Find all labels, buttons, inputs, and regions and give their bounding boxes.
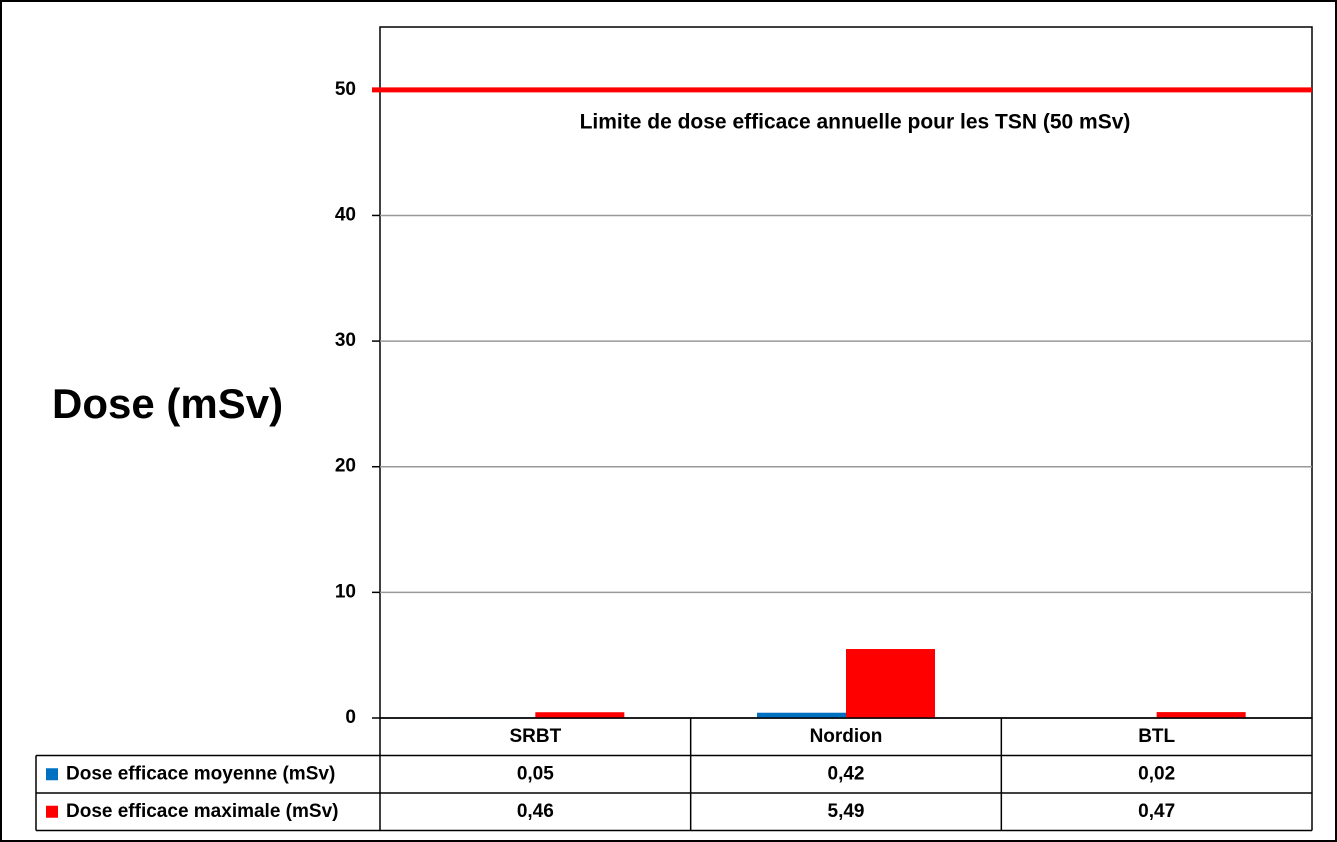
table-value: 0,42 xyxy=(828,763,865,784)
legend-label: Dose efficace maximale (mSv) xyxy=(66,801,338,822)
legend-swatch xyxy=(46,768,58,781)
x-tick-label: BTL xyxy=(1138,726,1175,747)
plot-area xyxy=(379,26,1313,719)
bar xyxy=(1156,712,1246,718)
y-tick-label: 0 xyxy=(345,707,356,728)
legend-swatch xyxy=(46,805,58,818)
y-axis-title: Dose (mSv) xyxy=(52,380,283,427)
table-value: 0,05 xyxy=(517,763,554,784)
y-tick-label: 20 xyxy=(335,456,356,477)
table-value: 0,47 xyxy=(1138,801,1175,822)
reference-label: Limite de dose efficace annuelle pour le… xyxy=(580,110,1131,133)
bar xyxy=(846,649,935,718)
table-value: 0,02 xyxy=(1138,763,1175,784)
bar xyxy=(757,712,846,718)
x-tick-label: SRBT xyxy=(509,726,561,747)
y-tick-label: 40 xyxy=(335,204,356,225)
x-tick-label: Nordion xyxy=(810,726,883,747)
y-tick-label: 50 xyxy=(335,79,356,100)
y-tick-label: 30 xyxy=(335,330,356,351)
y-tick-label: 10 xyxy=(335,581,356,602)
bar xyxy=(535,712,625,718)
table-value: 0,46 xyxy=(517,801,554,822)
table-value: 5,49 xyxy=(828,801,865,822)
legend-label: Dose efficace moyenne (mSv) xyxy=(66,763,335,784)
